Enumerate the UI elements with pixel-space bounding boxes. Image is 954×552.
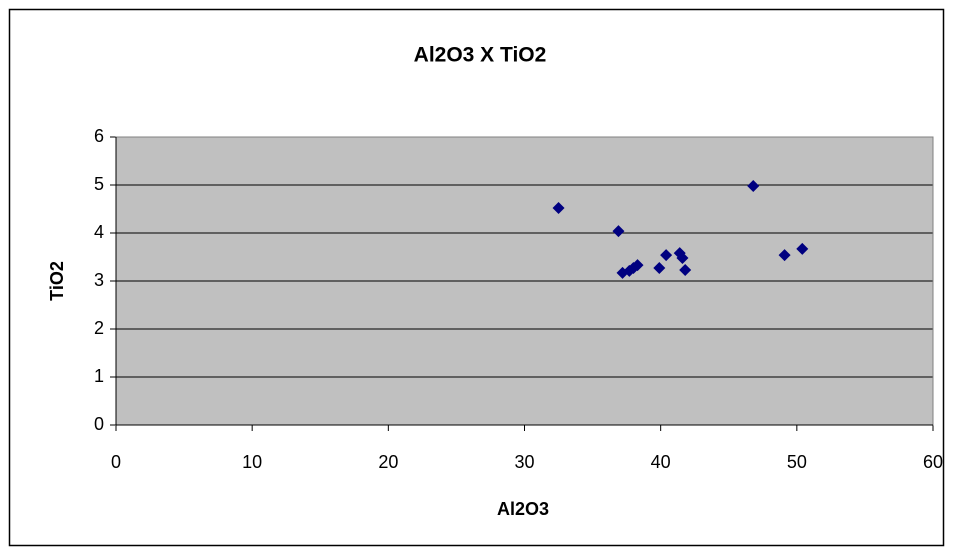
y-tick-label: 2: [94, 318, 104, 338]
y-tick-label: 5: [94, 174, 104, 194]
x-tick-label: 50: [787, 452, 807, 472]
x-tick-label: 0: [111, 452, 121, 472]
point: [778, 249, 791, 262]
x-tick-label: 30: [514, 452, 534, 472]
y-tick-label: 1: [94, 366, 104, 386]
y-axis-label: TiO2: [47, 261, 67, 301]
point: [679, 263, 692, 276]
x-tick-label: 10: [242, 452, 262, 472]
point: [676, 251, 689, 264]
x-tick-label: 40: [651, 452, 671, 472]
point: [747, 179, 760, 192]
y-tick-label: 3: [94, 270, 104, 290]
point: [631, 259, 644, 272]
y-tick-label: 0: [94, 414, 104, 434]
x-tick-label: 60: [923, 452, 943, 472]
x-tick-label: 20: [378, 452, 398, 472]
x-axis-label: Al2O3: [497, 499, 549, 519]
chart-title: Al2O3 X TiO2: [414, 44, 547, 67]
y-tick-label: 6: [94, 126, 104, 146]
y-tick-label: 4: [94, 222, 104, 242]
point: [552, 202, 565, 215]
point: [796, 242, 809, 255]
point: [612, 225, 625, 238]
point: [660, 249, 673, 262]
point: [653, 262, 666, 275]
